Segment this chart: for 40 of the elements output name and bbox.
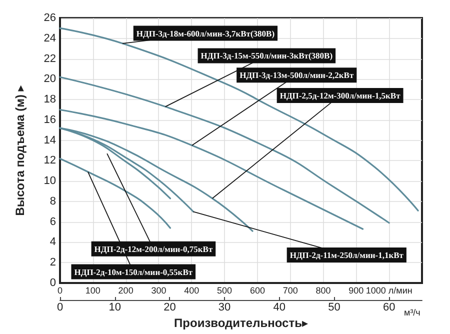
text: НДП-3д-13м-500л/мин-2,2кВт (240, 70, 354, 80)
y-tick-label: 14 (44, 134, 56, 146)
text: НДП-2,5д-12м-300л/мин-1,5кВт (280, 90, 402, 100)
text: НДП-2д-11м-250л/мин-1,1кВт (290, 250, 404, 260)
y-tick-label: 24 (44, 32, 56, 44)
y-tick-label: 8 (50, 195, 56, 208)
x2-axis-title: м³/ч (404, 308, 421, 318)
x-tick-label: 800 (316, 286, 331, 296)
x2-tick-label: 60 (382, 302, 396, 314)
text: НДП-3д-15м-550л/мин-3кВт(380В) (200, 50, 333, 61)
y-tick-label: 16 (44, 114, 56, 126)
x-axis-title: Производительность▸ (174, 316, 308, 330)
x-tick-label: 0 (57, 286, 63, 296)
y-tick-label: 6 (50, 216, 56, 228)
series-label: НДП-3д-18м-600л/мин-3,7кВт(380В) (136, 28, 275, 38)
x2-tick-label: 30 (218, 302, 231, 314)
y-tick-label: 22 (44, 52, 56, 65)
x2-tick-label: 20 (164, 302, 176, 314)
x-tick-label: 900 (348, 286, 364, 296)
x-tick-label: 200 (118, 286, 134, 296)
x-tick-label: 300 (151, 286, 166, 296)
y-tick-label: 26 (44, 12, 56, 24)
x2-tick-label: 50 (328, 302, 340, 314)
x-tick-label: 600 (250, 286, 265, 296)
x-tick-label: 100 (85, 286, 100, 296)
x2-tick-label: 10 (108, 302, 121, 314)
text: НДП-2д-10м-150л/мин-0,55кВт (74, 266, 194, 277)
x-tick-label: 1000 л/мин (366, 286, 412, 296)
x-tick-label: 700 (282, 286, 298, 296)
y-tick-label: 10 (44, 175, 56, 188)
x-tick-label: 400 (184, 286, 200, 296)
x-tick-label: 500 (217, 286, 232, 296)
y-tick-label: 20 (44, 73, 56, 86)
y-tick-label: 4 (50, 236, 56, 248)
y-tick-label: 2 (50, 256, 56, 269)
y-axis-title: Высота подъема (м) ▸ (13, 85, 27, 216)
text: НДП-2д-12м-200л/мин-0,75кВт (94, 244, 214, 254)
y-tick-label: 12 (44, 154, 56, 167)
x2-tick-label: 40 (273, 302, 286, 314)
y-tick-label: 18 (44, 94, 56, 106)
